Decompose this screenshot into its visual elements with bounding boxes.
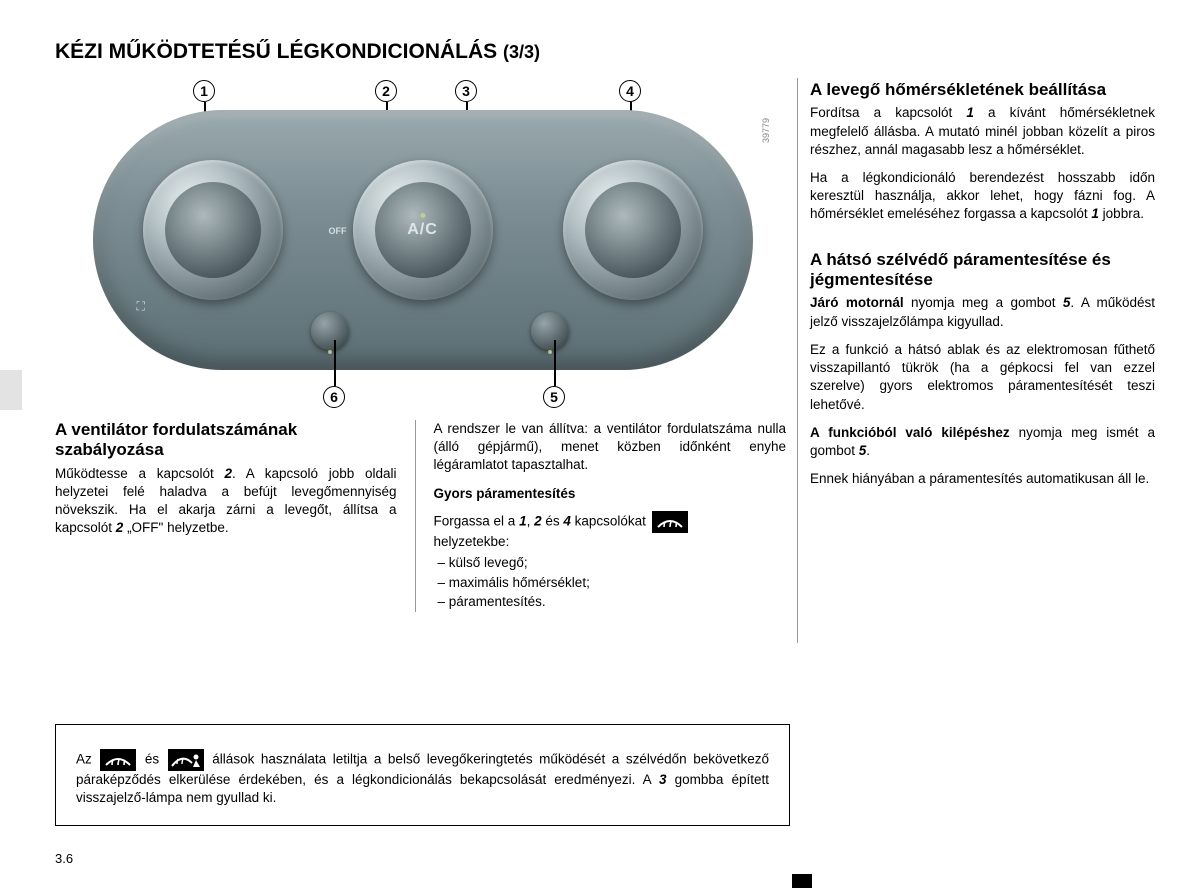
title-sub: (3/3) (503, 42, 540, 62)
image-code: 39779 (761, 118, 771, 143)
airflow-dial (563, 160, 703, 300)
right-p1: Fordítsa a kapcsolót 1 a kívánt hőmérsék… (810, 104, 1155, 159)
rear-defrost-button (531, 312, 569, 350)
page-title: KÉZI MŰKÖDTETÉSŰ LÉGKONDICIONÁLÁS (3/3) (55, 40, 1160, 64)
list-item: maximális hőmérséklet; (438, 573, 787, 593)
note-text: Az és állások használata letiltja a bels… (76, 749, 769, 807)
recirculation-button (311, 312, 349, 350)
right-p4: Ez a funkció a hátsó ablak és az elektro… (810, 341, 1155, 414)
ac-control-panel: 39779 ⛶ OFF (93, 110, 753, 370)
right-h1: A levegő hőmérsékletének beállítása (810, 80, 1155, 100)
right-h2: A hátsó szélvédő páramentesítése és jégm… (810, 250, 1155, 291)
col-a-para: Működtesse a kapcsolót 2. A kapcsoló job… (55, 465, 397, 538)
page-number: 3.6 (55, 851, 73, 866)
fan-ac-dial: OFF (353, 160, 493, 300)
title-main: KÉZI MŰKÖDTETÉSŰ LÉGKONDICIONÁLÁS (55, 40, 503, 63)
callout-1: 1 (193, 80, 215, 102)
right-p2: Ha a légkondicionáló berendezést hosszab… (810, 169, 1155, 224)
callout-3: 3 (455, 80, 477, 102)
callout-2: 2 (375, 80, 397, 102)
callouts-top: 1 2 3 4 (55, 80, 790, 110)
callout-line (334, 340, 336, 386)
callout-4: 4 (619, 80, 641, 102)
right-p5: A funkcióból való kilépéshez nyomja meg … (810, 424, 1155, 460)
main-divider (797, 78, 798, 643)
page-edge-tab (0, 370, 22, 410)
right-p6: Ennek hiányában a páramentesítés automat… (810, 470, 1155, 488)
col-b-list: külső levegő;maximális hőmérséklet;páram… (438, 553, 787, 612)
defrost-icon (100, 749, 136, 771)
figure: 1234 39779 ⛶ OFF 65 (55, 80, 790, 414)
defrost-person-icon (168, 749, 204, 771)
list-item: páramentesítés. (438, 592, 787, 612)
callouts-bottom: 65 (55, 370, 790, 414)
right-p3: Járó motornál nyomja meg a gombot 5. A m… (810, 294, 1155, 330)
col-b-subheading: Gyors páramentesítés (434, 485, 787, 503)
list-item: külső levegő; (438, 553, 787, 573)
callout-5: 5 (543, 386, 565, 408)
right-column: A levegő hőmérsékletének beállítása Ford… (810, 80, 1155, 612)
col-b-para1: A rendszer le van állítva: a ventilátor … (434, 420, 787, 475)
col-b-para2: Forgassa el a 1, 2 és 4 kapcsolókat hely… (434, 511, 787, 551)
col-a-heading: A ventilátor fordulatszámának szabályozá… (55, 420, 397, 461)
column-b: A rendszer le van állítva: a ventilátor … (416, 420, 791, 612)
column-a: A ventilátor fordulatszámának szabályozá… (55, 420, 415, 612)
callout-6: 6 (323, 386, 345, 408)
temperature-dial: ⛶ (143, 160, 283, 300)
note-box: Az és állások használata letiltja a bels… (55, 724, 790, 826)
defrost-icon (652, 511, 688, 533)
bottom-tab-mark (792, 874, 812, 888)
off-label: OFF (329, 226, 347, 236)
callout-line (554, 340, 556, 386)
